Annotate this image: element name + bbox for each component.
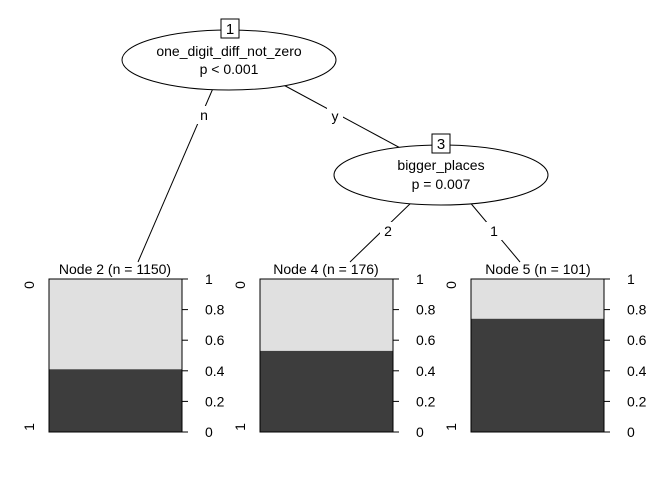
node-2-tick-label: 0.6 [205,332,225,348]
node-4-tick-label: 0.2 [416,393,436,409]
node-2-bar-class-1 [49,369,182,432]
node-4-title: Node 4 (n = 176) [273,261,378,277]
node-4-class-top-label: 0 [232,281,248,289]
node-5-class-bottom-label: 1 [443,423,459,431]
edge-label-y: y [332,108,339,124]
node-5-tick-label: 0.2 [627,393,647,409]
node-5-tick-label: 0.4 [627,363,647,379]
node-5-class-top-label: 0 [443,281,459,289]
terminal-node-2: Node 2 (n = 1150) 0 1 0 0.2 0.4 0.6 0.8 1 [21,261,225,440]
terminal-node-4: Node 4 (n = 176) 0 1 0 0.2 0.4 0.6 0.8 1 [232,261,436,440]
node-2-tick-label: 0.8 [205,302,225,318]
node-2-class-top-label: 0 [21,281,37,289]
node-5-tick-label: 1 [627,271,635,287]
node-3-pvalue: p = 0.007 [412,176,471,192]
node-2-axis: 0 0.2 0.4 0.6 0.8 1 [181,271,225,440]
node-4-tick-label: 1 [416,271,424,287]
edge-label-2: 2 [384,223,392,239]
node-4-tick-label: 0 [416,424,424,440]
node-id-3: 3 [437,136,445,153]
edge-label-n: n [200,107,208,123]
node-4-bar-class-1 [260,350,393,432]
node-3-variable: bigger_places [397,157,484,173]
node-2-tick-label: 0 [205,424,213,440]
node-5-axis: 0 0.2 0.4 0.6 0.8 1 [603,271,647,440]
edge-label-1: 1 [490,223,498,239]
node-2-class-bottom-label: 1 [21,423,37,431]
terminal-node-5: Node 5 (n = 101) 0 1 0 0.2 0.4 0.6 0.8 1 [443,261,647,440]
node-2-tick-label: 1 [205,271,213,287]
node-5-tick-label: 0.6 [627,332,647,348]
inner-node-3: 3 bigger_places p = 0.007 [333,133,549,206]
inner-node-1: 1 one_digit_diff_not_zero p < 0.001 [121,18,337,91]
node-1-pvalue: p < 0.001 [200,61,259,77]
node-2-tick-label: 0.4 [205,363,225,379]
node-5-title: Node 5 (n = 101) [485,261,590,277]
node-2-title: Node 2 (n = 1150) [59,261,171,277]
node-5-tick-label: 0.8 [627,302,647,318]
node-4-class-bottom-label: 1 [232,423,248,431]
node-4-tick-label: 0.8 [416,302,436,318]
node-4-tick-label: 0.4 [416,363,436,379]
node-4-axis: 0 0.2 0.4 0.6 0.8 1 [392,271,436,440]
node-1-variable: one_digit_diff_not_zero [156,43,302,59]
node-5-tick-label: 0 [627,424,635,440]
node-5-bar-class-1 [471,318,604,432]
node-id-1: 1 [226,21,234,38]
node-4-tick-label: 0.6 [416,332,436,348]
node-2-tick-label: 0.2 [205,393,225,409]
